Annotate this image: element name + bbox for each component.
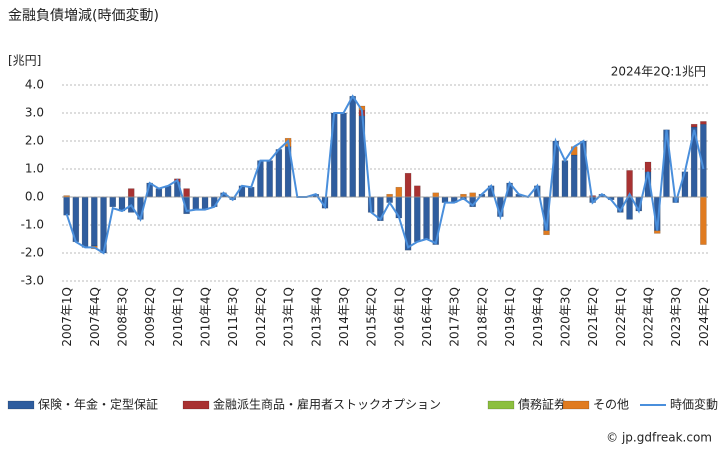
bar-segment [340, 112, 347, 198]
y-tick-label: 1.0 [25, 162, 44, 176]
bar-segment [543, 230, 550, 236]
bar-segment [690, 123, 698, 128]
bar-segment [275, 149, 283, 198]
bar-segment [63, 196, 70, 216]
x-tick-label: 2017年3Q [448, 287, 462, 347]
y-tick-label: -3.0 [21, 274, 44, 288]
bar-segment [81, 196, 89, 248]
x-tick-label: 2019年4Q [531, 287, 545, 347]
x-tick-label: 2020年3Q [558, 287, 572, 347]
bar-segment [570, 154, 578, 198]
bar-segment [266, 160, 273, 198]
bar-segment [414, 185, 421, 198]
annotation: 2024年2Q:1兆円 [611, 65, 706, 79]
bar-segment [109, 196, 117, 208]
bar-segment [155, 188, 163, 198]
x-tick-label: 2022年1Q [614, 287, 628, 347]
legend-label: 金融派生商品・雇用者ストックオプション [213, 397, 441, 412]
x-tick-label: 2009年2Q [143, 287, 157, 347]
x-tick-label: 2011年3Q [226, 287, 240, 347]
y-tick-label: 3.0 [25, 106, 44, 120]
x-tick-label: 2008年3Q [115, 287, 129, 347]
bar-segment [626, 196, 633, 220]
legend-label: 保険・年金・定型保証 [38, 397, 158, 412]
bar-segment [404, 172, 412, 198]
chart-title: 金融負債増減(時価変動) [8, 7, 159, 24]
legend-label: 時価変動 [670, 397, 718, 412]
legend-swatch [487, 400, 515, 410]
y-unit: [兆円] [8, 54, 41, 68]
bar-segment [183, 188, 190, 198]
legend-label: 債務証券 [518, 397, 566, 412]
legend-swatch [182, 400, 210, 410]
bar-segment [164, 185, 172, 198]
x-tick-label: 2014年3Q [337, 287, 351, 347]
x-tick-label: 2018年2Q [475, 287, 489, 347]
bar-segment [386, 193, 393, 198]
bar-segment [469, 192, 476, 198]
legend-label: その他 [593, 398, 629, 412]
x-tick-label: 2012年2Q [254, 287, 268, 347]
bar-segment [561, 160, 569, 198]
y-tick-label: 4.0 [25, 78, 44, 92]
bar-segment [127, 188, 135, 198]
bar-segment [91, 196, 98, 247]
bar-segment [700, 196, 707, 245]
bar-segment [423, 196, 430, 240]
x-tick-label: 2013年1Q [282, 287, 296, 347]
bar-segment [432, 192, 440, 198]
x-tick-label: 2010年1Q [171, 287, 185, 347]
bar-segment [414, 196, 421, 243]
x-tick-label: 2021年2Q [586, 287, 600, 347]
source: © jp.gdfreak.com [606, 431, 712, 445]
x-tick-label: 2019年1Q [503, 287, 517, 347]
y-tick-label: 0.0 [25, 190, 44, 204]
x-tick-label: 2022年4Q [642, 287, 656, 347]
bar-segment [460, 193, 467, 198]
bar-segment [644, 161, 652, 173]
bar-segment [247, 186, 255, 198]
y-tick-label: -2.0 [21, 246, 44, 260]
x-tick-label: 2016年1Q [392, 287, 406, 347]
line-series [65, 94, 705, 255]
y-tick-label: -1.0 [21, 218, 44, 232]
y-tick-label: 2.0 [25, 134, 44, 148]
x-tick-label: 2010年4Q [199, 287, 213, 347]
x-tick-label: 2015年2Q [365, 287, 379, 347]
legend-swatch [562, 400, 590, 410]
legend-swatch [7, 400, 35, 410]
bar-segment [192, 196, 200, 210]
x-tick-label: 2016年4Q [420, 287, 434, 347]
x-tick-label: 2013年4Q [309, 287, 323, 347]
bar-segment [653, 230, 661, 234]
bar-segment [395, 186, 403, 198]
x-tick-label: 2007年4Q [88, 287, 102, 347]
x-tick-label: 2023年3Q [669, 287, 683, 347]
bar-segment [349, 95, 356, 198]
x-tick-label: 2007年1Q [60, 287, 74, 347]
bar-segment [700, 121, 707, 125]
x-tick-label: 2024年2Q [697, 287, 711, 347]
bar-segment [201, 196, 209, 210]
